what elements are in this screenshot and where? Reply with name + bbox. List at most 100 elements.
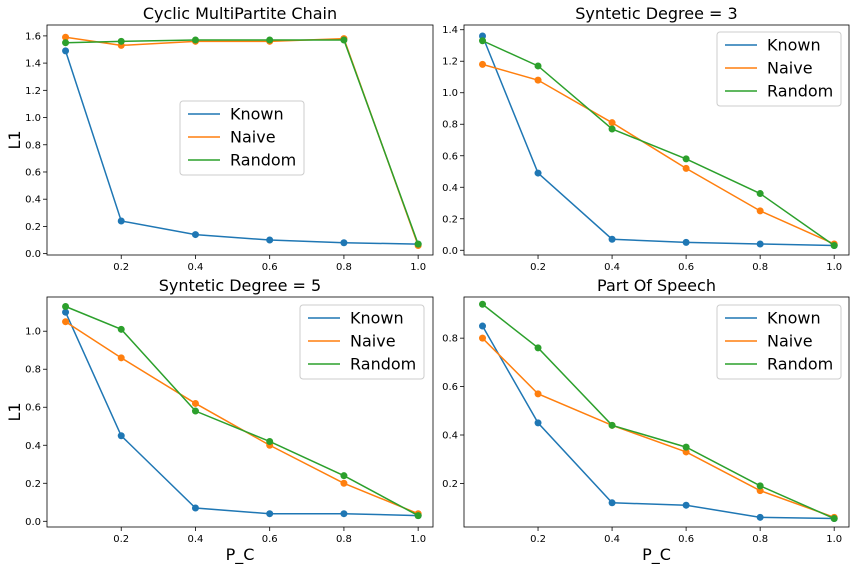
y-tick-label: 0.0 [25,517,41,528]
data-point-naive [756,487,764,495]
series-line-naive [481,337,835,519]
series-line-naive [482,63,835,245]
data-point-naive [534,390,542,398]
series-line-known [481,325,835,520]
data-point-known [62,47,70,55]
y-tick-label: 0.4 [442,183,458,194]
series-line-random [482,303,835,520]
legend: Known Naive Random [299,304,425,380]
data-point-random [340,472,348,480]
legend-label-random: Random [350,355,416,374]
legend-label-naive: Naive [230,128,276,147]
data-point-known [682,501,690,509]
y-tick-label: 1.0 [442,88,458,99]
data-point-known [534,419,542,427]
x-tick-label: 0.6 [678,262,694,273]
series-line-known [64,311,419,517]
data-point-known [479,322,487,330]
x-tick-label: 0.2 [530,534,546,545]
series-line-known [481,35,835,247]
x-tick-label: 0.2 [530,262,546,273]
data-point-random [756,190,764,198]
legend-label-random: Random [230,151,296,170]
data-point-random [534,62,542,70]
subplot-syntetic-degree-3: Syntetic Degree = 3 0.2 0.4 0.6 0.8 1.0 0.0 0.… [442,4,850,273]
x-tick-label: 0.6 [678,534,694,545]
legend-label-known: Known [230,105,284,124]
data-point-known [191,504,199,512]
data-point-known [191,231,199,239]
data-point-naive [340,479,348,487]
legend: Known Naive Random [716,304,842,380]
data-point-known [608,235,616,243]
data-point-naive [62,318,70,326]
y-axis-label: L1 [5,402,24,421]
data-point-random [62,39,70,47]
x-tick-label: 0.6 [262,262,278,273]
y-tick-label: 0.0 [25,249,41,260]
subplot-title: Part Of Speech [597,276,716,295]
legend: Known Naive Random [716,31,842,107]
plot-frame [463,296,850,528]
data-point-random [682,443,690,451]
data-point-random [756,482,764,490]
y-tick-label: 0.6 [442,151,458,162]
y-tick-label: 1.0 [25,327,41,338]
x-tick-label: 0.4 [188,262,204,273]
data-point-naive [682,448,690,456]
data-point-naive [756,207,764,215]
data-point-random [191,36,199,44]
legend-box [299,304,425,380]
legend-label-known: Known [350,309,404,328]
y-tick-label: 0.8 [442,334,458,345]
data-point-random [414,512,422,520]
x-tick-label: 0.8 [336,534,352,545]
subplot-part-of-speech: Part Of Speech P_C 0.2 0.4 0.6 0.8 1.0 0.2 0.4… [442,276,850,565]
data-point-random [534,344,542,352]
data-point-random [682,155,690,163]
x-tick-label: 0.4 [188,534,204,545]
x-tick-label: 1.0 [410,262,426,273]
subplot-title: Syntetic Degree = 3 [575,4,737,23]
x-tick-label: 0.4 [604,534,620,545]
plot-frame [46,296,434,528]
y-axis-label: L1 [5,130,24,149]
data-point-known [534,169,542,177]
y-tick-label: 0.2 [25,479,41,490]
y-tick-label: 0.2 [442,479,458,490]
data-point-random [340,36,348,44]
x-tick-label: 0.2 [113,534,129,545]
data-point-known [756,240,764,248]
y-tick-label: 1.0 [25,113,41,124]
y-tick-label: 0.4 [442,431,458,442]
legend-label-naive: Naive [767,59,813,78]
y-tick-label: 0.6 [25,167,41,178]
data-point-known [756,513,764,521]
legend-label-known: Known [767,36,821,55]
y-tick-label: 0.8 [25,365,41,376]
data-point-known [62,308,70,316]
data-point-random [191,407,199,415]
data-point-random [608,421,616,429]
legend-label-naive: Naive [350,332,396,351]
data-point-random [117,37,125,45]
data-point-known [266,236,274,244]
y-tick-label: 1.4 [442,25,458,36]
data-point-naive [479,60,487,68]
x-tick-label: 0.8 [752,262,768,273]
series-line-known [64,50,419,245]
x-tick-label: 0.4 [604,262,620,273]
data-point-naive [191,399,199,407]
legend-label-random: Random [767,82,833,101]
legend-label-naive: Naive [767,332,813,351]
y-tick-label: 1.6 [25,31,41,42]
data-point-random [830,515,838,523]
y-tick-label: 1.2 [442,57,458,68]
y-tick-label: 0.2 [25,222,41,233]
subplot-syntetic-degree-5: Syntetic Degree = 5 L1 P_C 0.2 0.4 0.6 0.8 1… [5,276,434,565]
data-point-naive [117,354,125,362]
data-point-random [266,437,274,445]
x-axis-label: P_C [226,545,255,565]
data-point-naive [62,33,70,41]
